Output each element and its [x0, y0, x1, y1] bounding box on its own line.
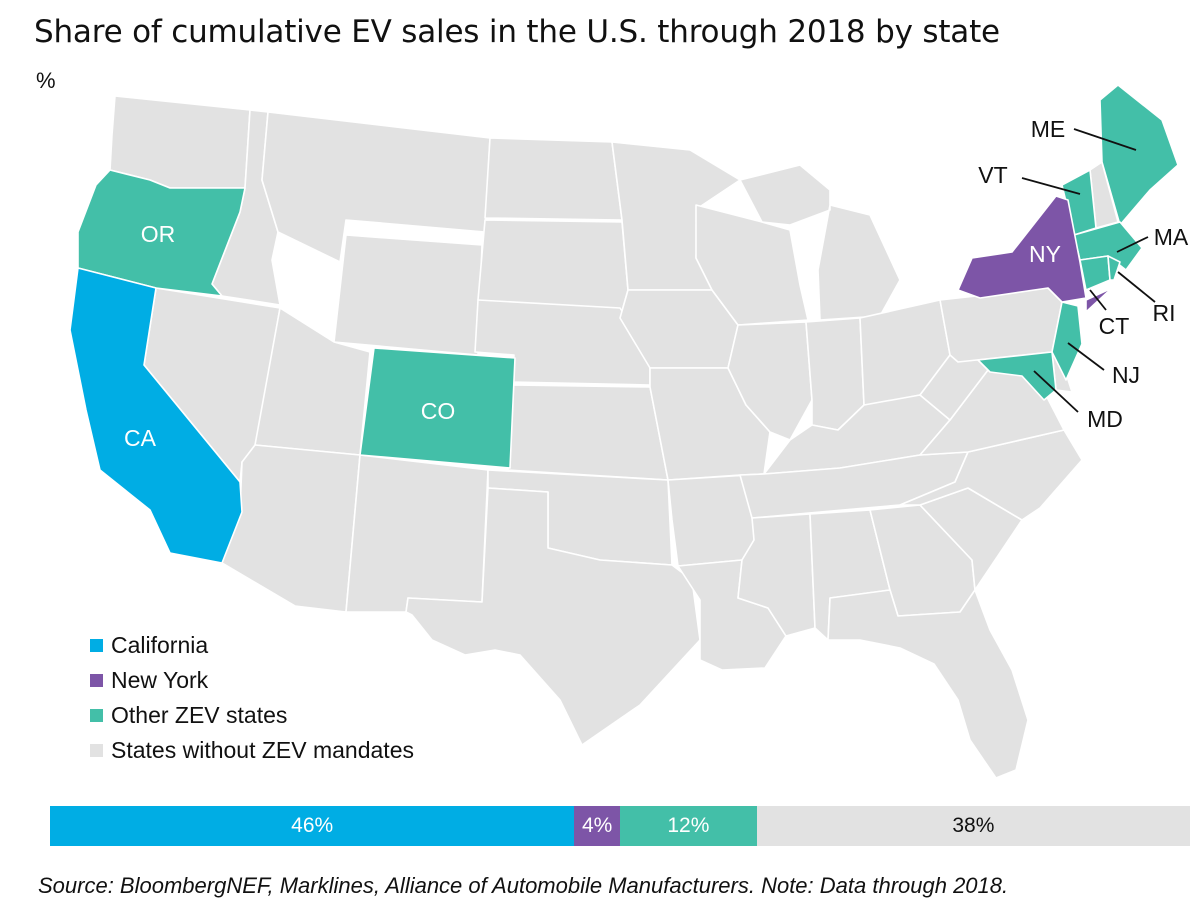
bar-segment-new-york: 4% — [574, 806, 620, 846]
state-florida — [827, 589, 1029, 779]
state-north-carolina — [899, 429, 1083, 521]
bar-segment-other-zev-states: 12% — [619, 806, 757, 846]
state-north-dakota — [484, 137, 623, 221]
label-ri: RI — [1153, 300, 1176, 326]
map-legend: California New York Other ZEV states States… — [90, 628, 414, 768]
state-new-jersey — [1051, 301, 1083, 381]
state-maine — [1099, 84, 1179, 226]
state-utah — [254, 307, 371, 456]
state-washington — [109, 95, 251, 189]
legend-item: States without ZEV mandates — [90, 733, 414, 768]
label-co: CO — [421, 398, 456, 424]
legend-item: Other ZEV states — [90, 698, 414, 733]
legend-label: California — [111, 632, 209, 658]
bar-segment-california: 46% — [50, 806, 575, 846]
share-stacked-bar: 46% 4% 12% 38% — [50, 806, 1190, 846]
label-ny: NY — [1029, 241, 1061, 267]
bar-segment-label: 46% — [291, 814, 334, 837]
legend-label: Other ZEV states — [111, 702, 288, 728]
state-rhode-island — [1107, 255, 1121, 281]
unit-label: % — [36, 68, 56, 93]
source-note: Source: BloombergNEF, Marklines, Allianc… — [38, 873, 1009, 898]
legend-item: California — [90, 628, 414, 663]
label-vt: VT — [978, 162, 1007, 188]
legend-swatch — [90, 674, 103, 687]
bar-segment-states-without-zev-mandates: 38% — [756, 806, 1190, 846]
legend-swatch — [90, 744, 103, 757]
legend-label: States without ZEV mandates — [111, 737, 414, 763]
state-oregon — [77, 169, 246, 297]
state-pennsylvania — [939, 287, 1063, 363]
label-me: ME — [1031, 116, 1066, 142]
chart-title: Share of cumulative EV sales in the U.S.… — [34, 14, 1000, 50]
state-colorado — [359, 347, 516, 469]
label-ma: MA — [1154, 224, 1189, 250]
state-maryland — [977, 351, 1057, 401]
state-kansas — [507, 384, 669, 481]
bar-segment-label: 12% — [667, 814, 710, 837]
state-new-mexico — [345, 454, 489, 613]
state-arizona — [221, 444, 361, 613]
label-ct: CT — [1099, 313, 1130, 339]
state-wyoming — [333, 234, 483, 356]
bar-segment-label: 4% — [582, 814, 613, 837]
label-nj: NJ — [1112, 362, 1140, 388]
label-ca: CA — [124, 425, 157, 451]
legend-item: New York — [90, 663, 414, 698]
state-texas — [405, 487, 701, 746]
legend-label: New York — [111, 667, 209, 693]
state-wisconsin — [695, 204, 809, 326]
legend-swatch — [90, 709, 103, 722]
legend-swatch — [90, 639, 103, 652]
state-california — [69, 267, 243, 564]
label-or: OR — [141, 221, 176, 247]
bar-segment-label: 38% — [952, 814, 995, 837]
label-md: MD — [1087, 406, 1123, 432]
